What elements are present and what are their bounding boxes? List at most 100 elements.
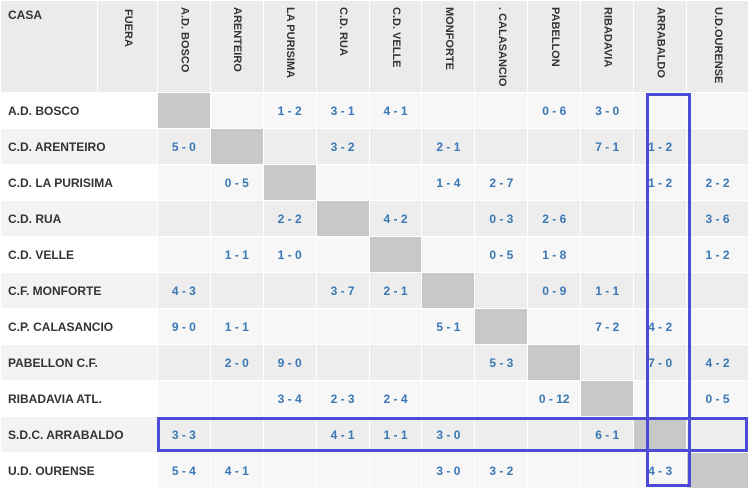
score-cell[interactable]: 3 - 0 (421, 416, 476, 453)
score-cell[interactable]: 5 - 4 (156, 452, 211, 489)
score-cell[interactable]: 5 - 3 (474, 344, 529, 381)
score-cell[interactable]: 3 - 7 (315, 272, 370, 309)
score-cell (315, 236, 370, 273)
score-cell[interactable]: 3 - 3 (156, 416, 211, 453)
score-cell[interactable]: 1 - 4 (421, 164, 476, 201)
score-cell[interactable]: 1 - 8 (527, 236, 582, 273)
score-cell[interactable]: 4 - 3 (633, 452, 688, 489)
score-cell (527, 164, 582, 201)
score-cell[interactable]: 6 - 1 (580, 416, 635, 453)
score-cell[interactable]: 2 - 4 (368, 380, 423, 417)
col-header[interactable]: . CALASANCIO (474, 0, 529, 93)
score-cell[interactable]: 2 - 0 (209, 344, 264, 381)
score-cell (315, 164, 370, 201)
score-cell[interactable]: 2 - 1 (368, 272, 423, 309)
score-cell (527, 416, 582, 453)
diagonal-cell (262, 164, 317, 201)
score-cell[interactable]: 0 - 5 (686, 380, 749, 417)
score-cell[interactable]: 1 - 1 (580, 272, 635, 309)
row-team-name[interactable]: C.D. VELLE (0, 236, 158, 273)
col-header[interactable]: C.D. RUA (315, 0, 370, 93)
col-header[interactable]: A.D. BOSCO (156, 0, 211, 93)
col-header[interactable]: C.D. VELLE (368, 0, 423, 93)
score-cell[interactable]: 7 - 2 (580, 308, 635, 345)
score-cell[interactable]: 1 - 1 (209, 236, 264, 273)
score-cell (156, 200, 211, 237)
score-cell (368, 308, 423, 345)
away-label: FUERA (121, 9, 134, 47)
score-cell (368, 164, 423, 201)
row-team-name[interactable]: C.D. LA PURISIMA (0, 164, 158, 201)
row-team-name[interactable]: RIBADAVIA ATL. (0, 380, 158, 417)
col-header[interactable]: LA PURISIMA (262, 0, 317, 93)
score-cell[interactable]: 2 - 1 (421, 128, 476, 165)
score-cell[interactable]: 0 - 5 (209, 164, 264, 201)
score-cell[interactable]: 0 - 3 (474, 200, 529, 237)
score-cell[interactable]: 9 - 0 (156, 308, 211, 345)
score-cell (209, 200, 264, 237)
row-team-name[interactable]: C.D. ARENTEIRO (0, 128, 158, 165)
diagonal-cell (580, 380, 635, 417)
score-cell[interactable]: 4 - 1 (368, 92, 423, 129)
score-cell[interactable]: 1 - 1 (368, 416, 423, 453)
col-header[interactable]: RIBADAVIA (580, 0, 635, 93)
score-cell[interactable]: 0 - 5 (474, 236, 529, 273)
score-cell[interactable]: 4 - 2 (686, 344, 749, 381)
score-cell (633, 236, 688, 273)
score-cell[interactable]: 3 - 4 (262, 380, 317, 417)
score-cell[interactable]: 5 - 1 (421, 308, 476, 345)
score-cell[interactable]: 4 - 2 (368, 200, 423, 237)
score-cell (633, 380, 688, 417)
diagonal-cell (527, 344, 582, 381)
score-cell (421, 380, 476, 417)
score-cell[interactable]: 3 - 2 (315, 128, 370, 165)
row-team-name[interactable]: C.F. MONFORTE (0, 272, 158, 309)
score-cell[interactable]: 2 - 3 (315, 380, 370, 417)
col-header[interactable]: PABELLON (527, 0, 582, 93)
diagonal-cell (368, 236, 423, 273)
col-header[interactable]: MONFORTE (421, 0, 476, 93)
score-cell[interactable]: 2 - 6 (527, 200, 582, 237)
score-cell[interactable]: 2 - 7 (474, 164, 529, 201)
header-row: CASA FUERA A.D. BOSCO ARENTEIRO LA PURIS… (0, 0, 749, 93)
score-cell[interactable]: 4 - 3 (156, 272, 211, 309)
score-cell[interactable]: 3 - 0 (580, 92, 635, 129)
score-cell[interactable]: 0 - 12 (527, 380, 582, 417)
score-cell[interactable]: 3 - 6 (686, 200, 749, 237)
col-header[interactable]: ARENTEIRO (209, 0, 264, 93)
score-cell[interactable]: 1 - 2 (633, 128, 688, 165)
score-cell[interactable]: 5 - 0 (156, 128, 211, 165)
col-header[interactable]: U.D.OURENSE (686, 0, 749, 93)
row-team-name[interactable]: C.D. RUA (0, 200, 158, 237)
score-cell[interactable]: 7 - 0 (633, 344, 688, 381)
score-cell[interactable]: 1 - 0 (262, 236, 317, 273)
score-cell[interactable]: 1 - 2 (633, 164, 688, 201)
score-cell[interactable]: 1 - 2 (686, 236, 749, 273)
score-cell[interactable]: 7 - 1 (580, 128, 635, 165)
score-cell[interactable]: 3 - 1 (315, 92, 370, 129)
score-cell[interactable]: 3 - 2 (474, 452, 529, 489)
score-cell[interactable]: 1 - 2 (262, 92, 317, 129)
score-cell[interactable]: 2 - 2 (686, 164, 749, 201)
row-team-name[interactable]: PABELLON C.F. (0, 344, 158, 381)
score-cell[interactable]: 1 - 1 (209, 308, 264, 345)
score-cell[interactable]: 0 - 9 (527, 272, 582, 309)
score-cell[interactable]: 4 - 1 (315, 416, 370, 453)
score-cell[interactable]: 4 - 2 (633, 308, 688, 345)
row-team-name[interactable]: U.D. OURENSE (0, 452, 158, 489)
score-cell[interactable]: 2 - 2 (262, 200, 317, 237)
row-team-name[interactable]: C.P. CALASANCIO (0, 308, 158, 345)
diagonal-cell (421, 272, 476, 309)
score-cell[interactable]: 9 - 0 (262, 344, 317, 381)
score-cell[interactable]: 4 - 1 (209, 452, 264, 489)
row-team-name[interactable]: S.D.C. ARRABALDO (0, 416, 158, 453)
score-cell (580, 344, 635, 381)
corner-cell: CASA FUERA (0, 0, 158, 93)
col-header[interactable]: ARRABALDO (633, 0, 688, 93)
score-cell[interactable]: 0 - 6 (527, 92, 582, 129)
row-team-name[interactable]: A.D. BOSCO (0, 92, 158, 129)
score-cell[interactable]: 3 - 0 (421, 452, 476, 489)
